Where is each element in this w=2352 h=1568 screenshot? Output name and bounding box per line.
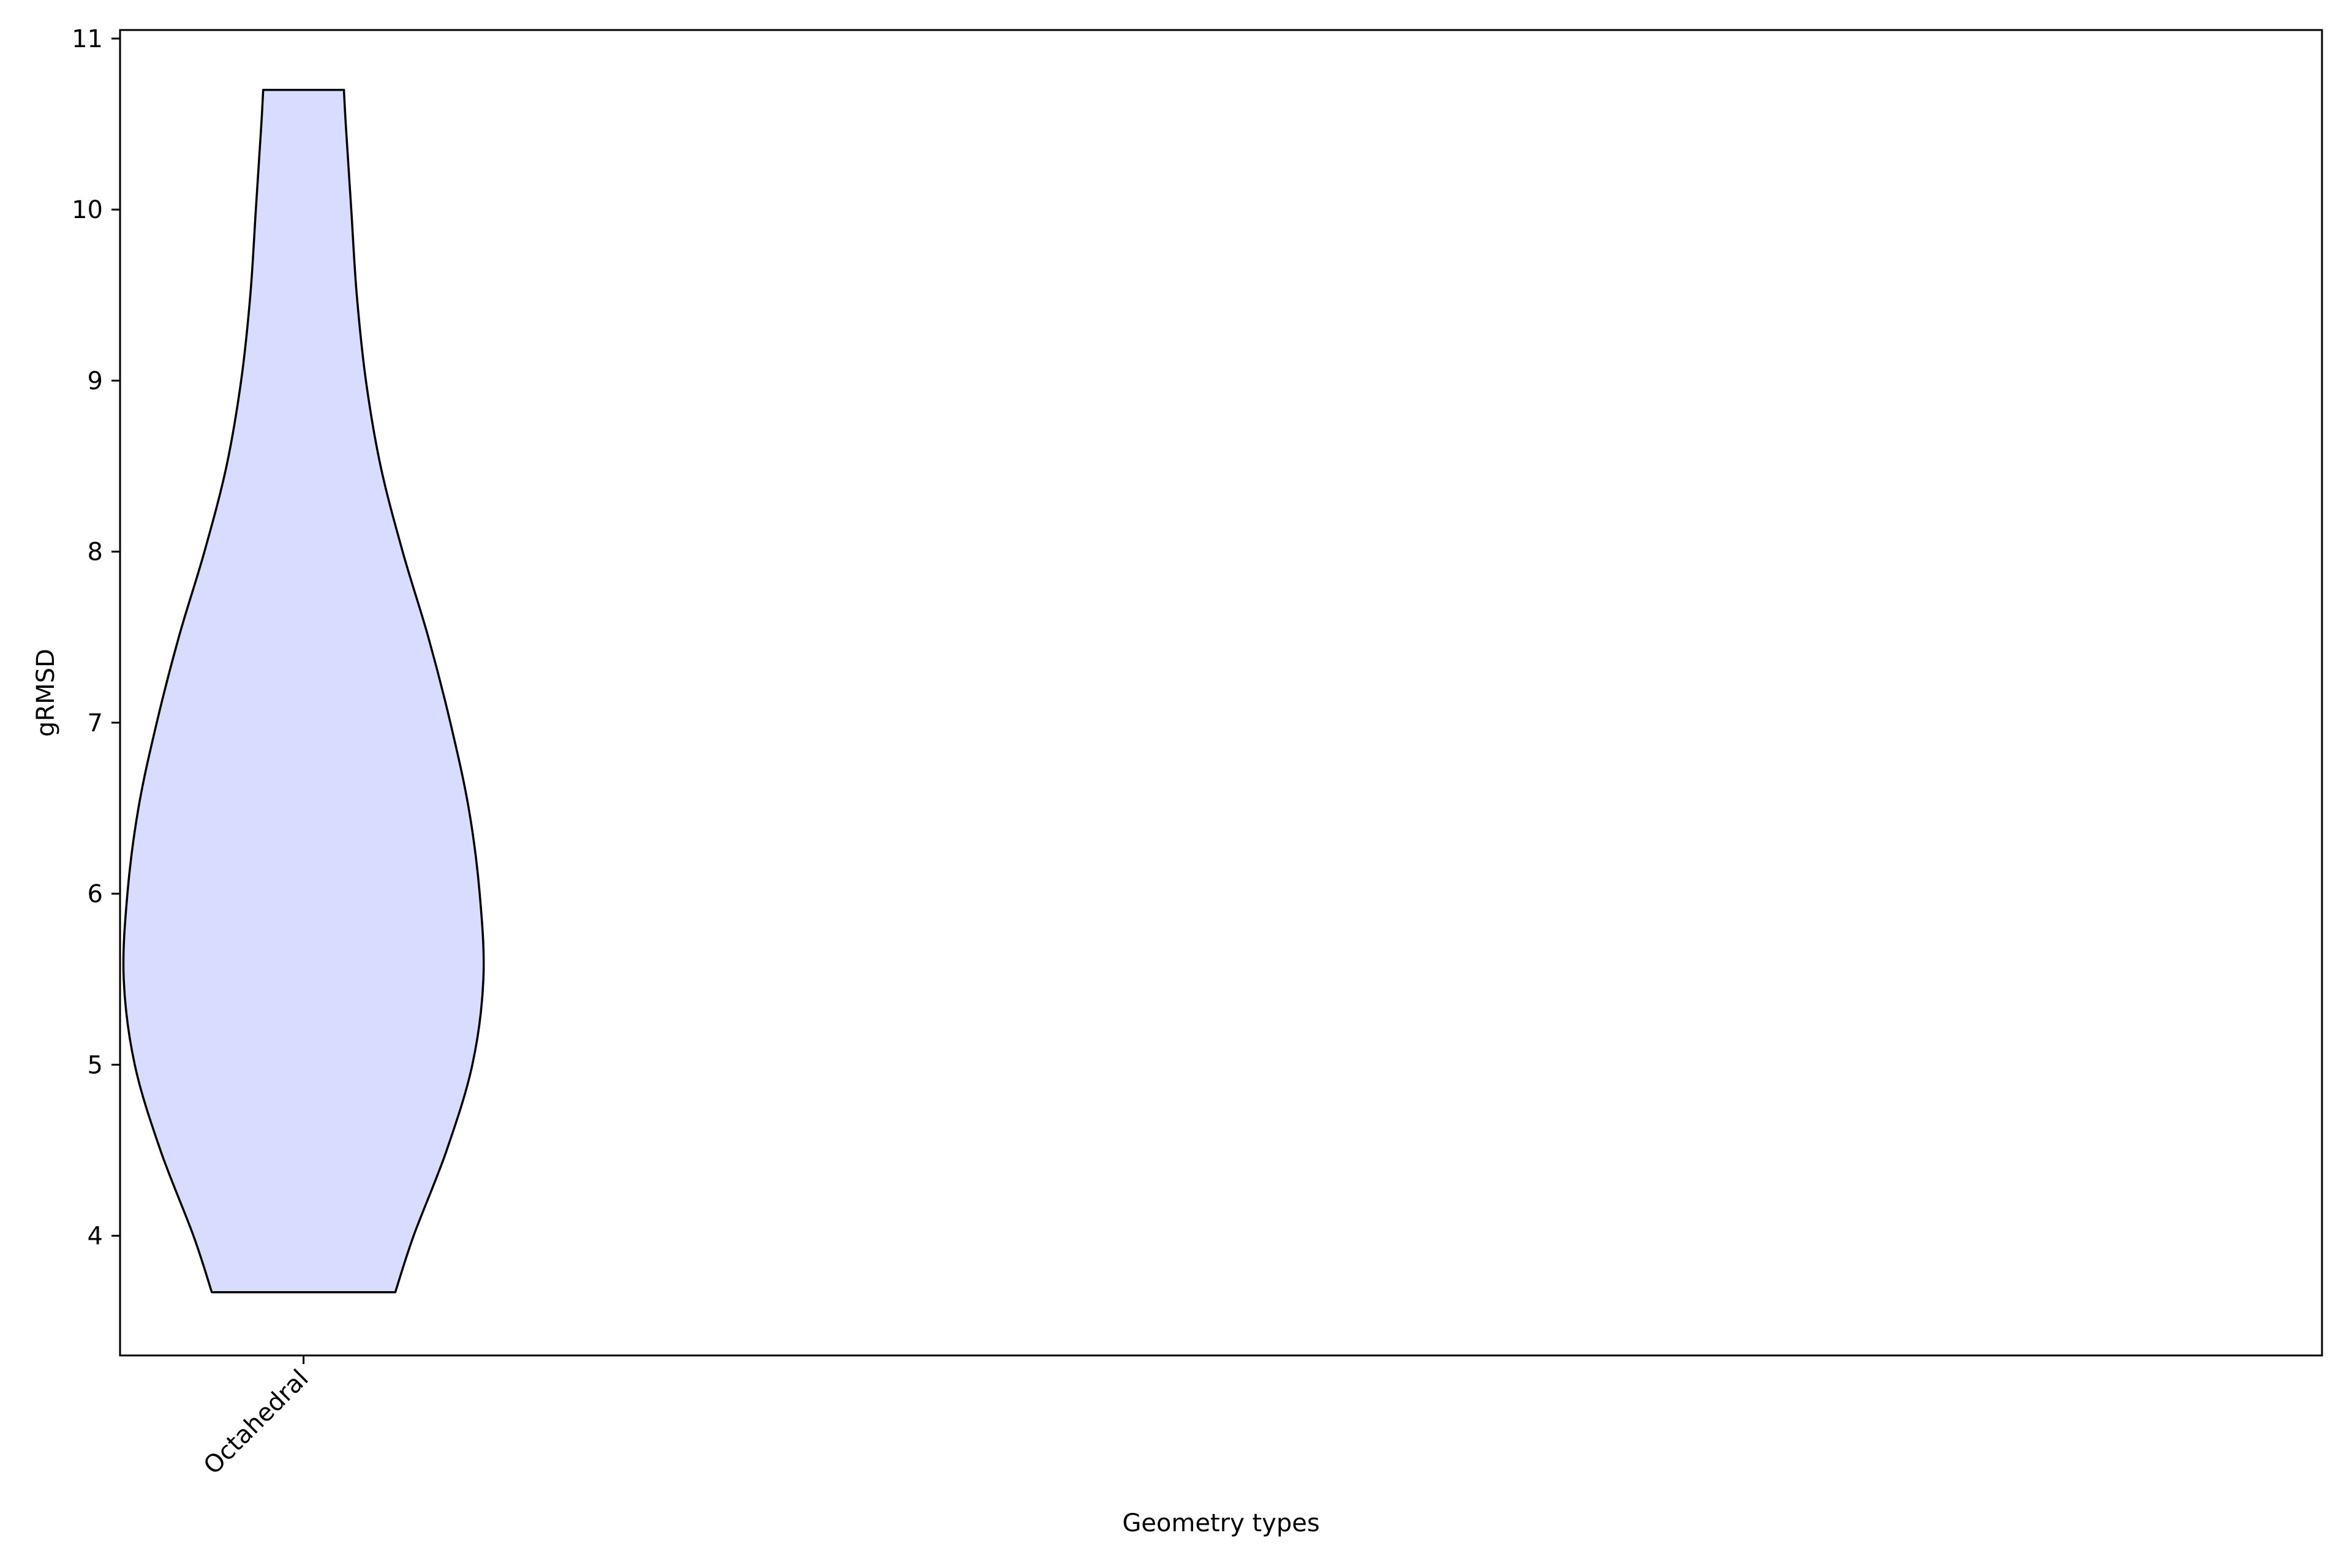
y-tick-label: 7 [88, 709, 103, 737]
plot-frame [119, 29, 2323, 1357]
y-tick-label: 9 [88, 367, 103, 395]
y-axis-label: gRMSD [32, 649, 60, 737]
y-tick-label: 10 [72, 196, 103, 224]
x-axis: Octahedral [198, 1355, 314, 1480]
y-tick-label: 6 [88, 880, 103, 908]
x-axis-label: Geometry types [1122, 1509, 1319, 1537]
x-tick-label: Octahedral [198, 1365, 314, 1480]
y-tick-label: 4 [88, 1223, 103, 1251]
y-axis: 4 5 6 7 8 9 10 11 [72, 25, 120, 1251]
plot-layer [122, 88, 485, 1294]
y-tick-label: 11 [72, 25, 103, 53]
violin-octahedral [122, 88, 485, 1294]
y-tick-label: 8 [88, 538, 103, 567]
y-tick-label: 5 [88, 1051, 103, 1079]
